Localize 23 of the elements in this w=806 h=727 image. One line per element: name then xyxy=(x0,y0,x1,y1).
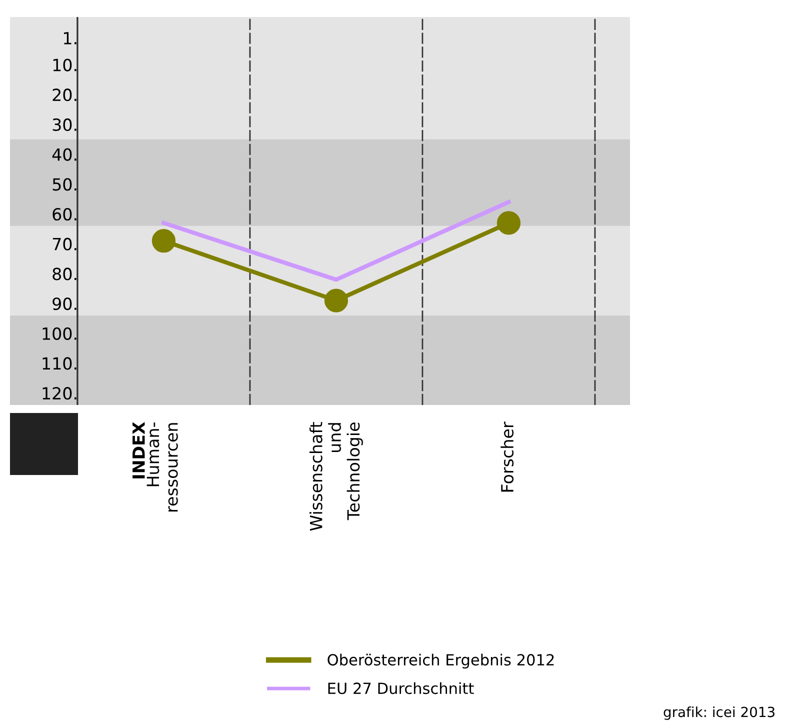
y-tick-label: 110. xyxy=(42,357,76,370)
legend-label: EU 27 Durchschnitt xyxy=(328,682,474,694)
x-tick-label: Human- ressourcen xyxy=(146,422,178,512)
y-tick-label: 50. xyxy=(52,178,76,191)
point xyxy=(152,229,176,253)
x-tick-label: Wissenschaft und Technologie xyxy=(309,422,363,531)
x-tick-label: Forscher xyxy=(500,422,514,492)
y-tick-label: 20. xyxy=(52,88,76,102)
y-tick-label: 70. xyxy=(52,238,76,250)
y-tick-label: 10. xyxy=(53,58,76,72)
text: INDEX xyxy=(132,422,145,478)
y-tick-label: 90. xyxy=(52,297,76,310)
text: grafik: icei 2013 xyxy=(664,706,774,720)
y-tick-label: 1. xyxy=(64,32,76,44)
y-tick-label: 100. xyxy=(42,327,76,340)
point xyxy=(496,211,521,235)
y-tick-label: 30. xyxy=(52,118,76,132)
legend-label: Oberösterreich Ergebnis 2012 xyxy=(328,654,554,669)
y-tick-label: 60. xyxy=(52,208,76,221)
point xyxy=(324,288,348,312)
y-tick-label: 40. xyxy=(52,148,76,161)
y-tick-label: 80. xyxy=(52,268,76,280)
y-tick-label: 120. xyxy=(42,387,76,400)
